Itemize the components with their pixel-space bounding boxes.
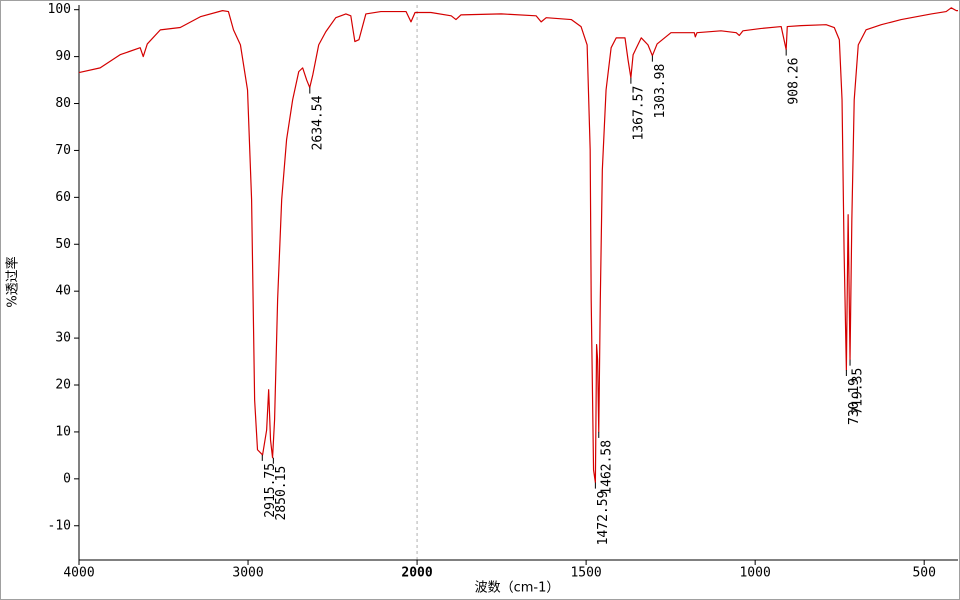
peak-label: 1472.59 [596, 491, 611, 546]
x-tick-label: 1500 [570, 566, 601, 581]
peak-label: 1462.58 [599, 440, 614, 495]
x-tick-label: 500 [912, 566, 935, 581]
y-tick-label: 70 [55, 143, 71, 158]
x-tick-label: 3000 [232, 566, 263, 581]
y-tick-label: 90 [55, 49, 71, 64]
x-axis-label: 波数（cm-1） [475, 581, 560, 596]
x-tick-label: 2000 [401, 566, 432, 581]
y-tick-label: 20 [55, 378, 71, 393]
y-tick-label: 100 [48, 2, 71, 17]
peak-label: 2850.15 [274, 466, 289, 521]
y-tick-label: -10 [48, 518, 71, 533]
peak-label: 1303.98 [653, 64, 668, 119]
y-tick-label: 50 [55, 237, 71, 252]
y-axis-label: %透过率 [5, 256, 21, 307]
peak-label: 1367.57 [631, 86, 646, 141]
y-tick-label: 80 [55, 96, 71, 111]
peak-label: 2634.54 [310, 95, 325, 150]
peak-label: 2915.75 [263, 463, 278, 518]
spectrum-line [78, 7, 958, 484]
peak-label: 908.26 [787, 58, 802, 105]
y-tick-label: 30 [55, 331, 71, 346]
y-tick-label: 10 [55, 424, 71, 439]
peak-label: 719.35 [851, 368, 866, 415]
y-tick-label: 40 [55, 284, 71, 299]
y-tick-label: 60 [55, 190, 71, 205]
x-tick-label: 1000 [739, 566, 770, 581]
y-tick-label: 0 [63, 471, 71, 486]
x-tick-label: 4000 [63, 566, 94, 581]
peak-label: 730.19 [847, 378, 862, 425]
